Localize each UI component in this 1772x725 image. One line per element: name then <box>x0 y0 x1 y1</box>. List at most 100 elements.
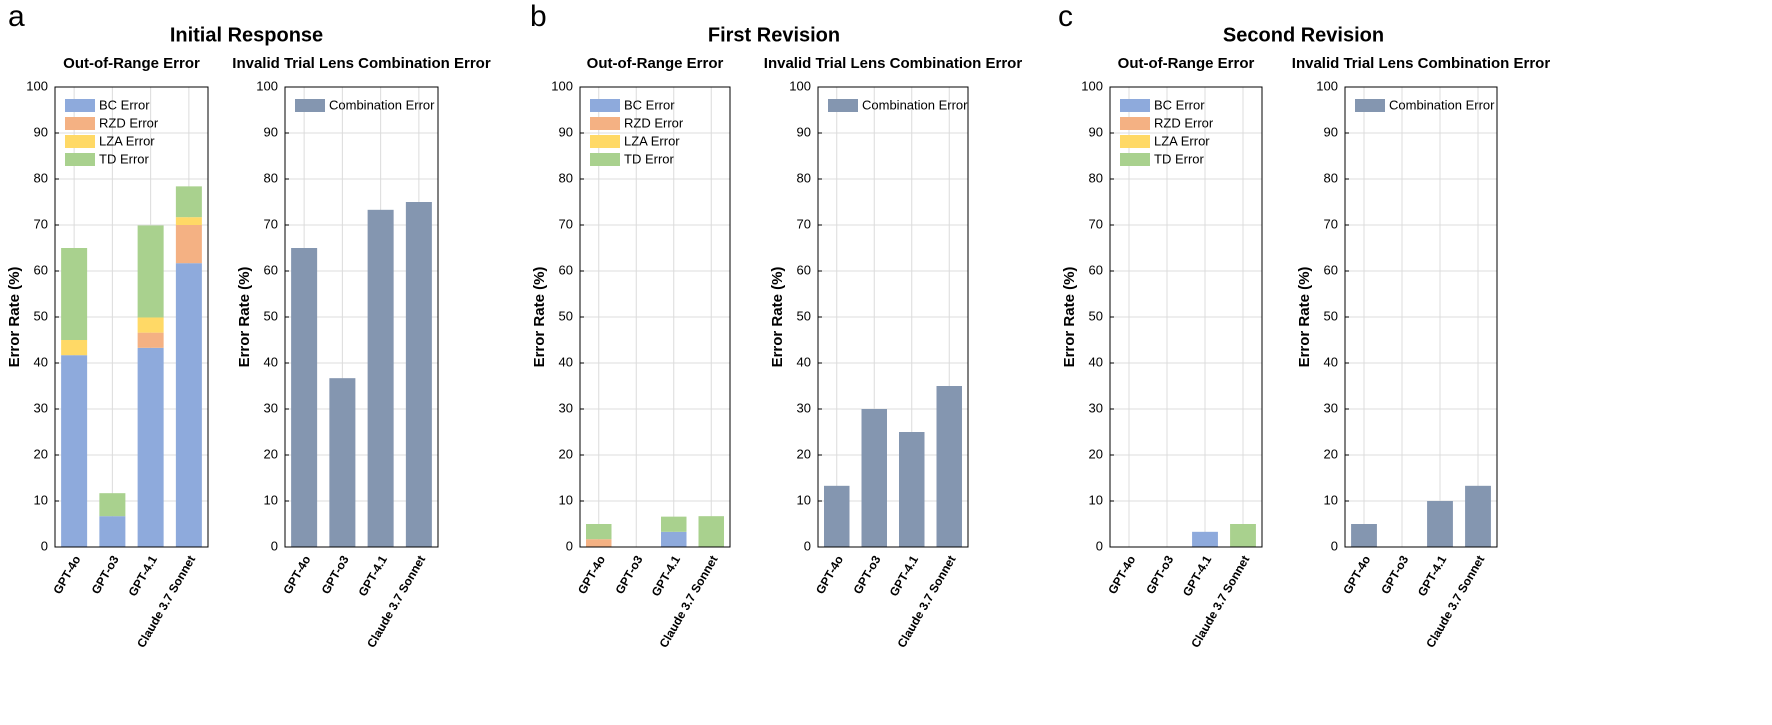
bar-segment <box>61 248 88 340</box>
subplot-title: Invalid Trial Lens Combination Error <box>764 55 1023 72</box>
y-tick-label: 60 <box>264 262 278 277</box>
y-tick-label: 30 <box>1089 400 1103 415</box>
legend-swatch <box>1120 153 1150 166</box>
x-tick-label: GPT-4o <box>1340 553 1373 596</box>
plot-frame <box>579 86 731 548</box>
y-tick-label: 90 <box>1089 124 1103 139</box>
bar-segment <box>61 355 88 547</box>
y-tick-label: 70 <box>797 216 811 231</box>
bar-segment <box>137 225 164 318</box>
y-tick-label: 20 <box>34 446 48 461</box>
legend-label: Combination Error <box>329 97 435 112</box>
y-tick-label: 80 <box>797 170 811 185</box>
y-tick-label: 100 <box>26 78 48 93</box>
legend-swatch <box>828 99 858 112</box>
panel-label: a <box>8 0 25 33</box>
y-tick-label: 30 <box>264 400 278 415</box>
x-tick-label: GPT-4.1 <box>1415 553 1450 599</box>
y-tick-label: 50 <box>797 308 811 323</box>
legend-label: BC Error <box>624 97 675 112</box>
group-title: Second Revision <box>1223 24 1384 46</box>
legend-swatch <box>65 117 95 130</box>
x-tick-label: GPT-o3 <box>89 553 122 597</box>
bar-segment <box>137 347 164 547</box>
y-tick-label: 80 <box>34 170 48 185</box>
legend-swatch <box>1120 99 1150 112</box>
legend-swatch <box>65 153 95 166</box>
y-tick-label: 20 <box>264 446 278 461</box>
legend-swatch <box>1355 99 1385 112</box>
legend-label: Combination Error <box>862 97 968 112</box>
y-tick-label: 100 <box>551 78 573 93</box>
y-tick-label: 30 <box>1324 400 1338 415</box>
bar <box>899 432 925 547</box>
y-tick-label: 10 <box>1089 492 1103 507</box>
y-axis-label: Error Rate (%) <box>6 267 23 368</box>
bar-segment <box>698 516 724 547</box>
y-tick-label: 0 <box>271 538 278 553</box>
bar-segment <box>1192 531 1218 547</box>
bar-segment <box>99 516 126 547</box>
bar <box>405 202 432 547</box>
legend-swatch <box>590 99 620 112</box>
legend-swatch <box>1120 135 1150 148</box>
subplot-title: Out-of-Range Error <box>63 55 200 72</box>
legend-swatch <box>590 135 620 148</box>
y-tick-label: 50 <box>34 308 48 323</box>
y-tick-label: 90 <box>1324 124 1338 139</box>
plot-frame <box>1109 86 1263 548</box>
y-tick-label: 20 <box>797 446 811 461</box>
y-tick-label: 30 <box>797 400 811 415</box>
y-tick-label: 50 <box>1089 308 1103 323</box>
y-tick-label: 0 <box>1331 538 1338 553</box>
x-tick-label: GPT-4.1 <box>887 553 922 599</box>
legend-label: LZA Error <box>624 133 680 148</box>
y-tick-label: 40 <box>559 354 573 369</box>
y-tick-label: 10 <box>34 492 48 507</box>
y-tick-label: 70 <box>559 216 573 231</box>
x-tick-label: GPT-o3 <box>850 553 883 597</box>
plot-frame <box>1344 86 1498 548</box>
bar-segment <box>137 317 164 333</box>
y-tick-label: 20 <box>1324 446 1338 461</box>
legend-label: TD Error <box>624 151 675 166</box>
legend-swatch <box>65 135 95 148</box>
y-tick-label: 90 <box>264 124 278 139</box>
x-tick-label: GPT-4.1 <box>649 553 684 599</box>
y-tick-label: 80 <box>1089 170 1103 185</box>
bar-segment <box>1230 524 1256 547</box>
y-tick-label: 50 <box>559 308 573 323</box>
y-axis-label: Error Rate (%) <box>1296 267 1313 368</box>
y-tick-label: 40 <box>34 354 48 369</box>
bar-segment <box>137 332 164 348</box>
bar-segment <box>586 524 612 540</box>
y-tick-label: 40 <box>1089 354 1103 369</box>
legend-label: TD Error <box>1154 151 1205 166</box>
legend-label: Combination Error <box>1389 97 1495 112</box>
legend-label: LZA Error <box>99 133 155 148</box>
y-tick-label: 100 <box>1081 78 1103 93</box>
y-tick-label: 0 <box>1096 538 1103 553</box>
legend-swatch <box>295 99 325 112</box>
x-tick-label: GPT-4o <box>280 553 313 596</box>
bar <box>861 409 887 547</box>
y-tick-label: 0 <box>804 538 811 553</box>
legend-swatch <box>590 117 620 130</box>
legend-label: RZD Error <box>1154 115 1214 130</box>
legend-label: BC Error <box>1154 97 1205 112</box>
y-tick-label: 10 <box>264 492 278 507</box>
x-tick-label: GPT-o3 <box>612 553 645 597</box>
y-tick-label: 40 <box>797 354 811 369</box>
y-tick-label: 0 <box>566 538 573 553</box>
legend-label: BC Error <box>99 97 150 112</box>
x-tick-label: GPT-o3 <box>1378 553 1411 597</box>
x-tick-label: GPT-4o <box>813 553 846 596</box>
y-tick-label: 90 <box>34 124 48 139</box>
y-tick-label: 80 <box>1324 170 1338 185</box>
y-tick-label: 70 <box>34 216 48 231</box>
bar-segment <box>175 217 202 225</box>
bar <box>824 485 850 547</box>
y-tick-label: 80 <box>264 170 278 185</box>
y-tick-label: 20 <box>1089 446 1103 461</box>
x-tick-label: GPT-4.1 <box>356 553 391 599</box>
